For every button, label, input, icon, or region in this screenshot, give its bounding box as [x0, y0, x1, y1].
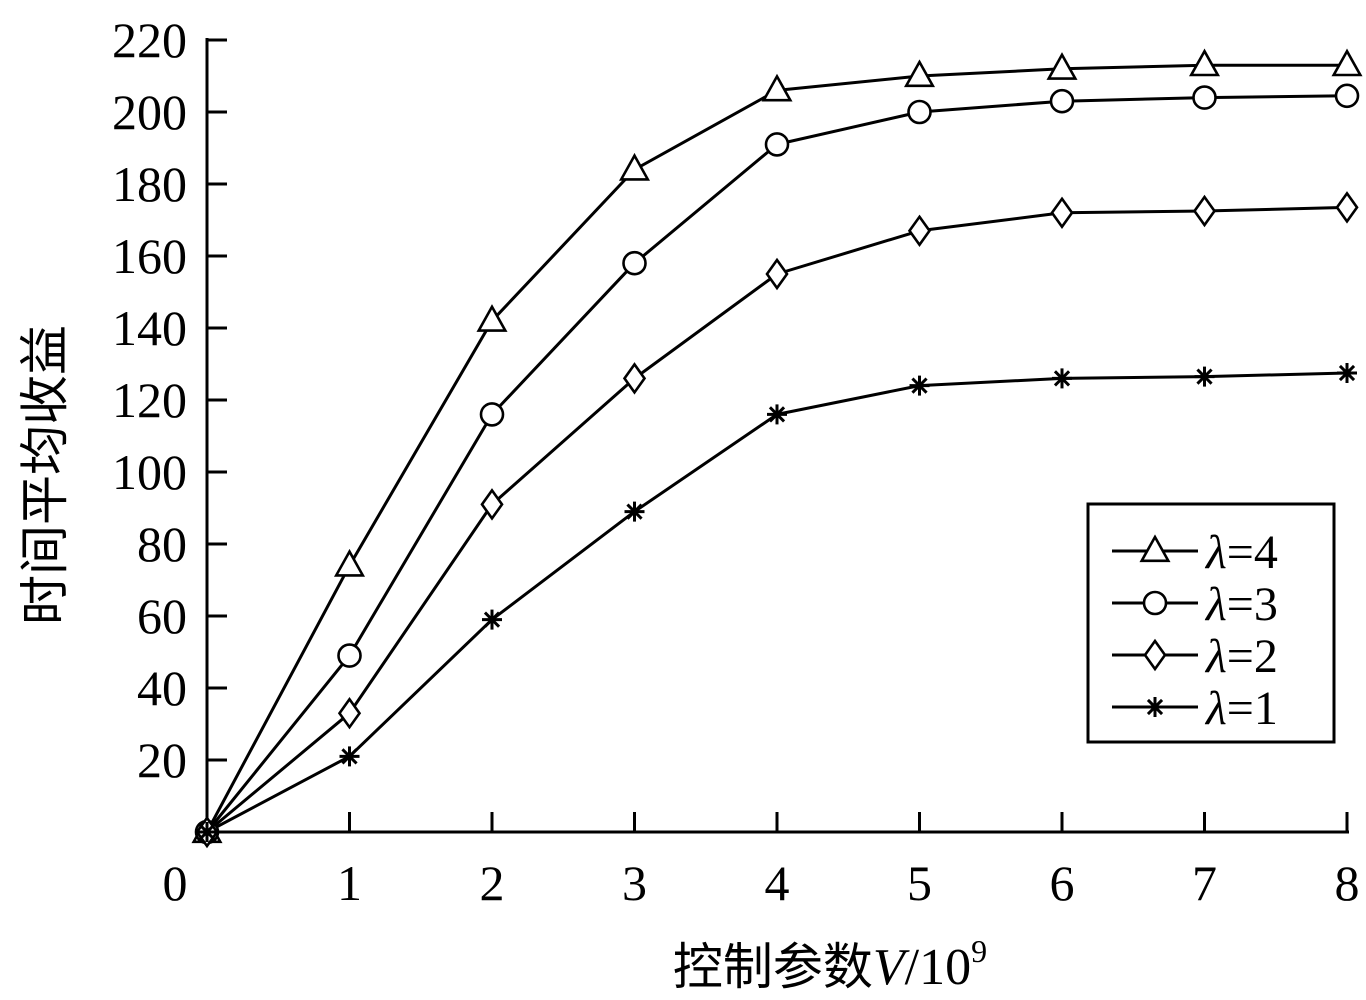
data-point-star [482, 609, 502, 630]
legend-box [1086, 502, 1336, 744]
x-tick-label: 0 [163, 855, 188, 911]
y-tick-label: 200 [112, 84, 187, 140]
data-point-diamond [1192, 194, 1217, 228]
legend-label-symbol: λ [1204, 630, 1227, 683]
data-point-diamond [622, 362, 647, 395]
y-tick-label: 80 [137, 516, 187, 572]
y-tick-label: 120 [112, 372, 187, 428]
data-point-triangle [1188, 48, 1221, 77]
y-tick-label: 140 [112, 300, 187, 356]
x-tick-label: 6 [1050, 855, 1075, 911]
data-point-circle [907, 99, 932, 125]
legend-label-value: =1 [1227, 682, 1278, 735]
y-tick-label: 40 [137, 660, 187, 716]
data-point-star [1194, 366, 1215, 387]
y-tick-label: 220 [112, 12, 187, 68]
y-tick-label: 60 [137, 588, 187, 644]
data-point-diamond [337, 696, 362, 730]
x-tick-label: 3 [622, 855, 647, 911]
data-point-star [767, 404, 787, 425]
data-point-diamond [1335, 191, 1359, 224]
x-axis-title-unit: /10 [905, 939, 971, 996]
series-markers [191, 48, 1363, 849]
data-point-diamond [907, 214, 932, 248]
legend-label: λ=4 [1204, 526, 1278, 579]
data-point-triangle [761, 73, 793, 102]
legend: λ=4λ=3λ=2λ=1 [1086, 502, 1336, 744]
data-point-diamond [480, 488, 504, 521]
data-point-star [624, 501, 645, 522]
data-point-circle [622, 250, 647, 276]
x-axis-title-exponent: 9 [971, 933, 987, 969]
x-tick-label: 2 [480, 855, 505, 911]
data-point-star [1052, 368, 1072, 389]
legend-label: λ=2 [1204, 630, 1278, 683]
legend-label-value: =2 [1227, 630, 1278, 683]
data-point-triangle [1331, 48, 1363, 77]
data-point-circle [1334, 83, 1360, 109]
data-point-diamond [1050, 196, 1074, 230]
legend-label: λ=1 [1204, 682, 1278, 735]
data-point-circle [1192, 85, 1217, 110]
data-point-star [909, 375, 930, 396]
x-tick-label: 8 [1335, 855, 1360, 911]
legend-label-value: =3 [1227, 578, 1278, 631]
data-point-circle [764, 132, 790, 157]
y-tick-label: 100 [112, 444, 187, 500]
legend-marker-circle [1142, 590, 1168, 616]
ticks: 20 40 60 80 100 120 140 160 180 200 220 0 1 2 3 4 5 6 7 8 [112, 12, 1360, 911]
x-tick-label: 5 [907, 855, 932, 911]
legend-label-symbol: λ [1204, 578, 1227, 631]
y-tick-label: 160 [112, 228, 187, 284]
data-point-circle [479, 402, 505, 427]
data-point-triangle [476, 304, 508, 332]
data-point-star [1337, 363, 1357, 383]
y-tick-label: 180 [112, 156, 187, 212]
legend-marker-triangle [1139, 534, 1171, 563]
x-tick-label: 1 [337, 855, 362, 911]
y-tick-label: 20 [137, 732, 187, 788]
legend-marker-diamond [1143, 638, 1167, 672]
data-point-star [197, 822, 217, 842]
legend-label-value: =4 [1227, 526, 1278, 579]
x-tick-label: 4 [765, 855, 790, 911]
x-axis-title: 控制参数V/109 [673, 933, 987, 996]
legend-label-symbol: λ [1204, 526, 1227, 579]
data-point-triangle [1046, 52, 1078, 80]
data-point-circle [1049, 88, 1075, 114]
legend-marker-star [1145, 697, 1165, 717]
y-axis-title: 时间平均收益 [16, 325, 74, 625]
legend-label-symbol: λ [1204, 682, 1227, 735]
data-point-triangle [903, 59, 936, 88]
data-point-diamond [765, 257, 789, 291]
x-axis-title-prefix: 控制参数 [673, 938, 873, 996]
x-tick-label: 7 [1192, 855, 1217, 911]
data-point-star [339, 746, 360, 767]
x-axis-title-variable: V [873, 939, 910, 996]
legend-label: λ=3 [1204, 578, 1278, 631]
data-point-triangle [618, 152, 651, 181]
data-point-circle [337, 643, 362, 668]
data-point-triangle [333, 548, 366, 577]
